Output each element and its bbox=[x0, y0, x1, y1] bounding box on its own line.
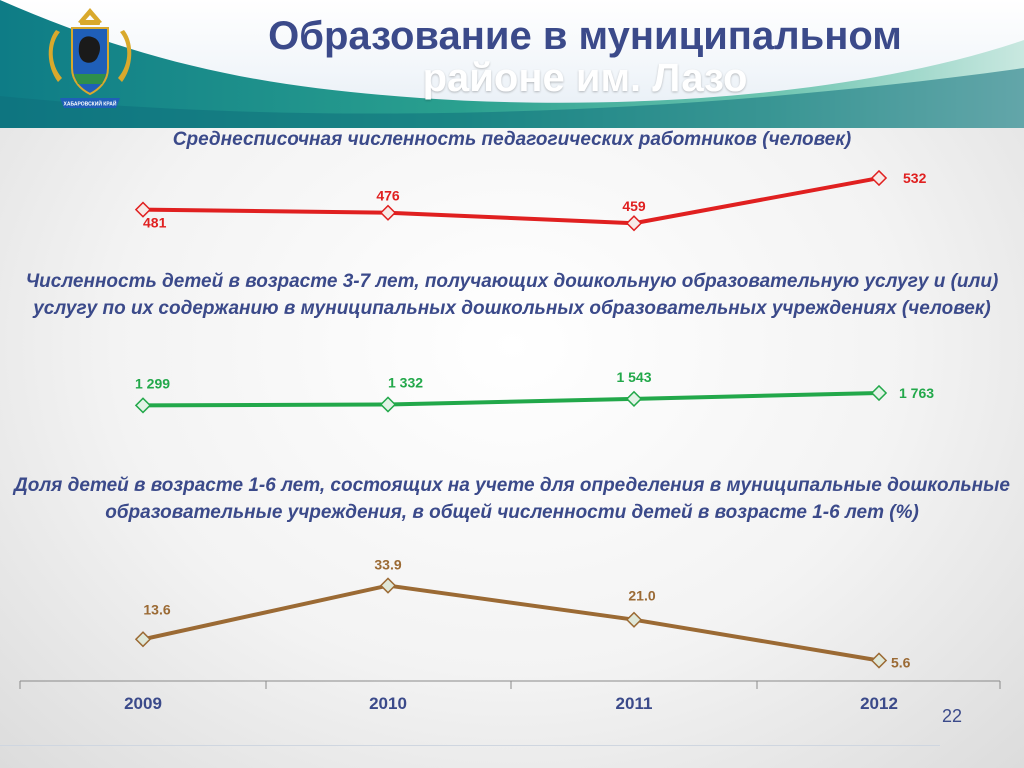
data-label-2-2012: 1 763 bbox=[899, 385, 934, 401]
data-point-3-2012 bbox=[870, 652, 888, 669]
data-point-1-2009 bbox=[134, 201, 152, 218]
data-label-3-2009: 13.6 bbox=[143, 601, 170, 617]
data-point-1-2011 bbox=[625, 215, 643, 232]
data-point-2-2011 bbox=[625, 390, 643, 407]
data-label-3-2011: 21.0 bbox=[628, 588, 655, 604]
data-point-2-2009 bbox=[134, 397, 152, 414]
coat-of-arms-icon: ХАБАРОВСКИЙ КРАЙ bbox=[48, 8, 132, 108]
section-title-preschool-children: Численность детей в возрасте 3-7 лет, по… bbox=[25, 271, 999, 319]
data-point-1-2010 bbox=[379, 204, 397, 221]
series-line-2 bbox=[141, 390, 881, 408]
section-title-teachers: Среднесписочная численность педагогическ… bbox=[172, 129, 852, 150]
page-number: 22 bbox=[941, 706, 962, 726]
data-point-1-2012 bbox=[870, 169, 888, 187]
data-point-2-2010 bbox=[379, 396, 397, 413]
series-line-1 bbox=[141, 176, 881, 226]
data-label-2-2009: 1 299 bbox=[135, 375, 170, 391]
page-title: Образование в муниципальном bbox=[268, 14, 902, 58]
data-point-3-2011 bbox=[625, 611, 643, 628]
x-tick-label-2009: 2009 bbox=[124, 694, 162, 713]
x-tick-label-2012: 2012 bbox=[860, 694, 898, 713]
x-tick-label-2010: 2010 bbox=[369, 694, 407, 713]
data-point-3-2009 bbox=[134, 631, 152, 648]
section-title-waiting-list-share: Доля детей в возрасте 1-6 лет, состоящих… bbox=[14, 475, 1010, 523]
data-label-2-2010: 1 332 bbox=[388, 374, 423, 390]
data-label-1-2011: 459 bbox=[622, 198, 646, 214]
data-label-3-2010: 33.9 bbox=[374, 557, 401, 573]
header-banner: ХАБАРОВСКИЙ КРАЙ Образование в муниципал… bbox=[0, 0, 1024, 128]
data-point-2-2012 bbox=[870, 384, 888, 402]
series-line-3 bbox=[141, 583, 881, 663]
footer-divider bbox=[0, 745, 940, 746]
emblem-caption: ХАБАРОВСКИЙ КРАЙ bbox=[64, 100, 117, 108]
data-label-1-2012: 532 bbox=[903, 170, 927, 186]
data-label-3-2012: 5.6 bbox=[891, 654, 911, 670]
data-label-1-2009: 481 bbox=[143, 215, 167, 231]
data-label-2-2011: 1 543 bbox=[616, 369, 651, 385]
header-wave bbox=[0, 0, 1024, 128]
data-label-1-2010: 476 bbox=[376, 188, 400, 204]
page-subtitle: районе им. Лазо bbox=[422, 56, 748, 100]
data-point-3-2010 bbox=[379, 577, 397, 594]
x-tick-label-2011: 2011 bbox=[616, 694, 653, 713]
